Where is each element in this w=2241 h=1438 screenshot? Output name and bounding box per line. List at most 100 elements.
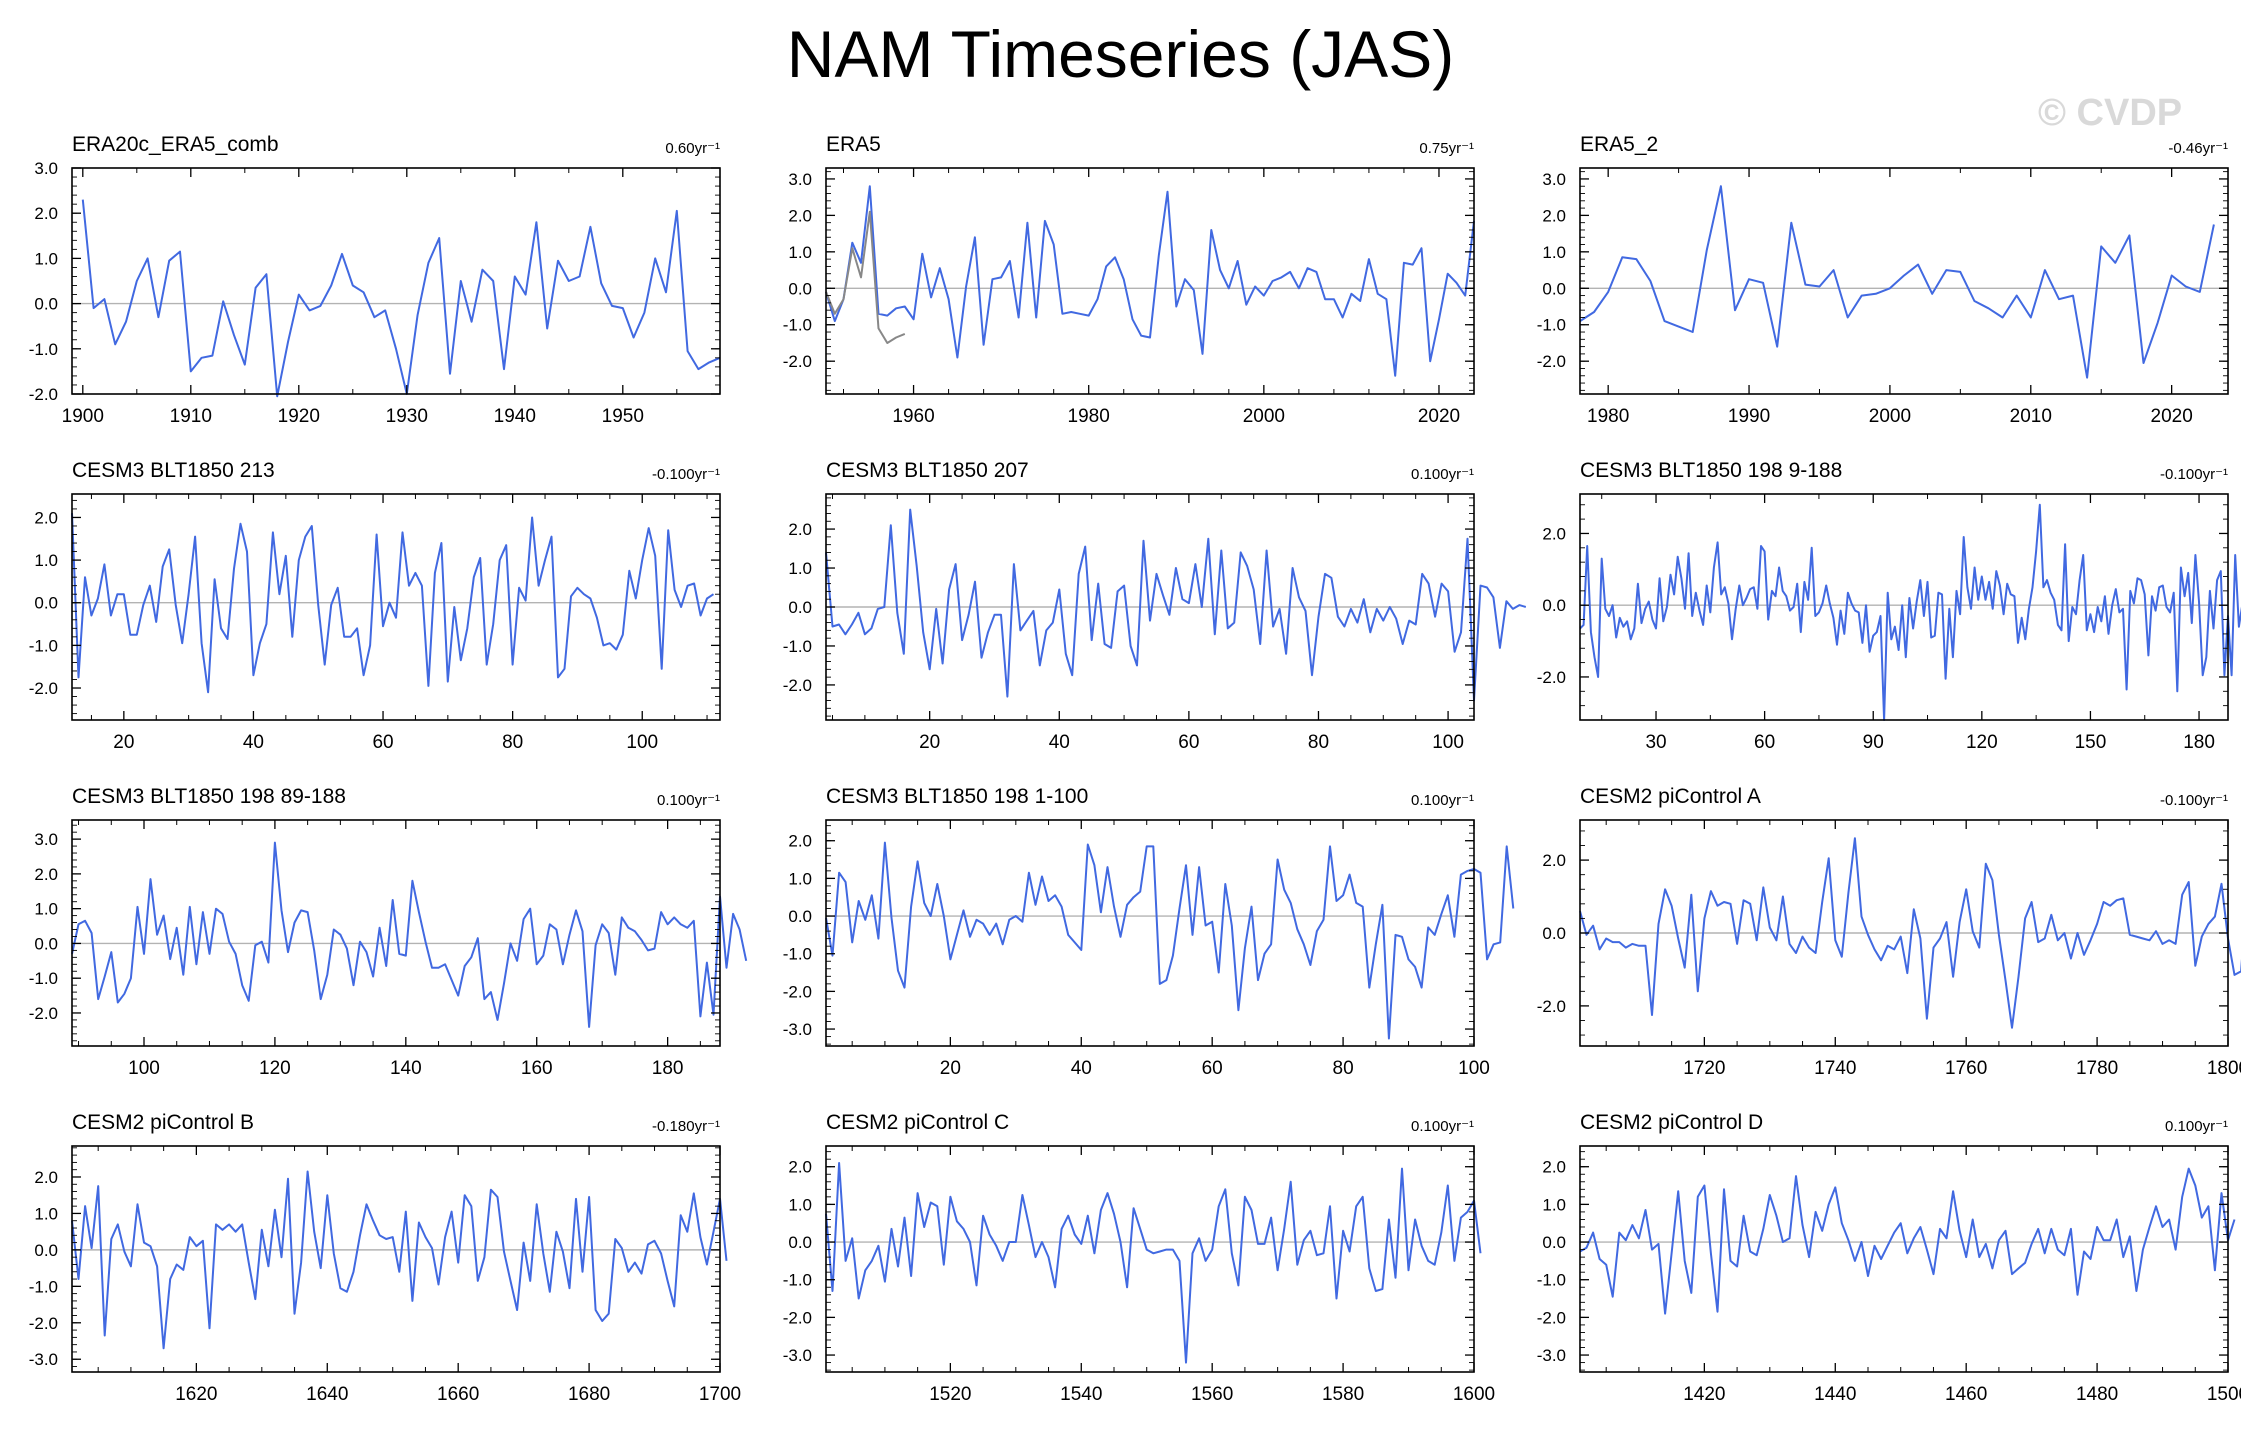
x-tick-label: 100 <box>1458 1058 1490 1079</box>
x-tick-label: 40 <box>1049 732 1070 753</box>
x-tick-label: 2020 <box>2151 406 2193 427</box>
series-line <box>825 185 1475 377</box>
trend-label: 0.100yr⁻¹ <box>657 792 720 809</box>
x-tick-label: 20 <box>919 732 940 753</box>
y-tick-label: 3.0 <box>34 830 58 849</box>
x-tick-label: 1740 <box>1814 1058 1856 1079</box>
y-tick-label: 2.0 <box>34 508 58 527</box>
y-tick-label: -1.0 <box>783 1271 812 1290</box>
x-tick-label: 80 <box>1333 1058 1354 1079</box>
chart-panel-4: CESM3 BLT1850 213 -0.100yr⁻¹ 20 40 60 80 100 2.… <box>29 459 721 753</box>
x-tick-label: 1900 <box>62 406 104 427</box>
y-tick-label: -1.0 <box>783 316 812 335</box>
x-tick-label: 100 <box>128 1058 160 1079</box>
chart-panel-5: CESM3 BLT1850 207 0.100yr⁻¹ 20 40 60 80 100 2.0… <box>783 459 1527 753</box>
x-tick-label: 120 <box>259 1058 291 1079</box>
y-tick-label: -2.0 <box>783 982 812 1001</box>
x-tick-label: 2010 <box>2010 406 2052 427</box>
y-tick-label: 2.0 <box>1542 1158 1566 1177</box>
plot-frame <box>1579 167 2229 395</box>
plot-frame <box>71 167 721 395</box>
y-tick-label: 0.0 <box>1542 1233 1566 1252</box>
x-tick-label: 1640 <box>306 1384 348 1405</box>
x-tick-label: 60 <box>1178 732 1199 753</box>
x-tick-label: 2000 <box>1869 406 1911 427</box>
x-tick-label: 40 <box>1071 1058 1092 1079</box>
series-line <box>825 1162 1482 1364</box>
panel-title: CESM3 BLT1850 198 1-100 <box>826 785 1088 808</box>
y-tick-label: 0.0 <box>788 1233 812 1252</box>
y-tick-label: 1.0 <box>1542 243 1566 262</box>
chart-panel-7: CESM3 BLT1850 198 89-188 0.100yr⁻¹ 100 120 1… <box>29 785 748 1079</box>
panel-title: CESM2 piControl D <box>1580 1111 1763 1134</box>
panel-title: CESM3 BLT1850 198 9-188 <box>1580 459 1842 482</box>
x-tick-label: 80 <box>1308 732 1329 753</box>
x-tick-label: 60 <box>1202 1058 1223 1079</box>
x-tick-label: 160 <box>521 1058 553 1079</box>
x-tick-label: 1720 <box>1683 1058 1725 1079</box>
panel-title: CESM2 piControl B <box>72 1111 254 1134</box>
y-tick-label: -2.0 <box>783 352 812 371</box>
y-tick-label: 3.0 <box>788 170 812 189</box>
chart-panel-2: ERA5 0.75yr⁻¹ 1960 1980 2000 2020 3.0 2.0 1.0 0.0… <box>783 133 1475 427</box>
plot-frame <box>71 1145 721 1373</box>
x-tick-label: 1500 <box>2207 1384 2241 1405</box>
series-line <box>1579 1167 2236 1315</box>
x-tick-label: 1560 <box>1191 1384 1233 1405</box>
x-tick-label: 1600 <box>1453 1384 1495 1405</box>
trend-label: 0.75yr⁻¹ <box>1419 140 1474 157</box>
y-tick-label: 1.0 <box>34 900 58 919</box>
trend-label: 0.100yr⁻¹ <box>1411 1118 1474 1135</box>
x-tick-label: 100 <box>626 732 658 753</box>
x-tick-label: 1950 <box>602 406 644 427</box>
y-tick-label: 0.0 <box>1542 596 1566 615</box>
x-tick-label: 1540 <box>1060 1384 1102 1405</box>
y-tick-label: 0.0 <box>34 594 58 613</box>
trend-label: -0.180yr⁻¹ <box>652 1118 720 1135</box>
x-tick-label: 1680 <box>568 1384 610 1405</box>
x-tick-label: 90 <box>1863 732 1884 753</box>
y-tick-label: 3.0 <box>34 159 58 178</box>
y-tick-label: 0.0 <box>1542 924 1566 943</box>
panel-title: ERA5 <box>826 133 881 156</box>
chart-panel-10: CESM2 piControl B -0.180yr⁻¹ 1620 1640 1660 1… <box>29 1111 741 1405</box>
y-tick-label: 0.0 <box>34 295 58 314</box>
y-tick-label: -3.0 <box>1537 1346 1566 1365</box>
x-tick-label: 1440 <box>1814 1384 1856 1405</box>
y-tick-label: -1.0 <box>29 340 58 359</box>
series-line <box>71 841 748 1028</box>
x-tick-label: 120 <box>1966 732 1998 753</box>
y-tick-label: -2.0 <box>1537 997 1566 1016</box>
series-line <box>71 1170 728 1350</box>
y-tick-label: -2.0 <box>1537 668 1566 687</box>
y-tick-label: 1.0 <box>788 869 812 888</box>
plot-frame <box>825 167 1475 395</box>
y-tick-label: 2.0 <box>34 865 58 884</box>
page-title: NAM Timeseries (JAS) <box>786 17 1455 91</box>
y-tick-label: -1.0 <box>783 945 812 964</box>
chart-panel-12: CESM2 piControl D 0.100yr⁻¹ 1420 1440 1460 14… <box>1537 1111 2241 1405</box>
x-tick-label: 1620 <box>175 1384 217 1405</box>
plot-frame <box>1579 493 2229 721</box>
plot-frame <box>71 493 721 721</box>
x-tick-label: 150 <box>2075 732 2107 753</box>
plot-frame <box>825 1145 1475 1373</box>
panel-title: ERA20c_ERA5_comb <box>72 133 279 156</box>
y-tick-label: 1.0 <box>788 1195 812 1214</box>
y-tick-label: -3.0 <box>783 1346 812 1365</box>
y-tick-label: 1.0 <box>34 1204 58 1223</box>
x-tick-label: 1990 <box>1728 406 1770 427</box>
x-tick-label: 20 <box>113 732 134 753</box>
y-tick-label: -1.0 <box>29 636 58 655</box>
y-tick-label: 2.0 <box>34 1168 58 1187</box>
y-tick-label: 1.0 <box>788 559 812 578</box>
chart-panel-3: ERA5_2 -0.46yr⁻¹ 1980 1990 2000 2010 2020 3.0 2.… <box>1537 133 2229 427</box>
x-tick-label: 100 <box>1432 732 1464 753</box>
series-line <box>81 199 721 398</box>
plot-frame <box>1579 1145 2229 1373</box>
y-tick-label: -2.0 <box>783 676 812 695</box>
x-tick-label: 1910 <box>170 406 212 427</box>
x-tick-label: 1960 <box>892 406 934 427</box>
trend-label: -0.46yr⁻¹ <box>2168 140 2228 157</box>
